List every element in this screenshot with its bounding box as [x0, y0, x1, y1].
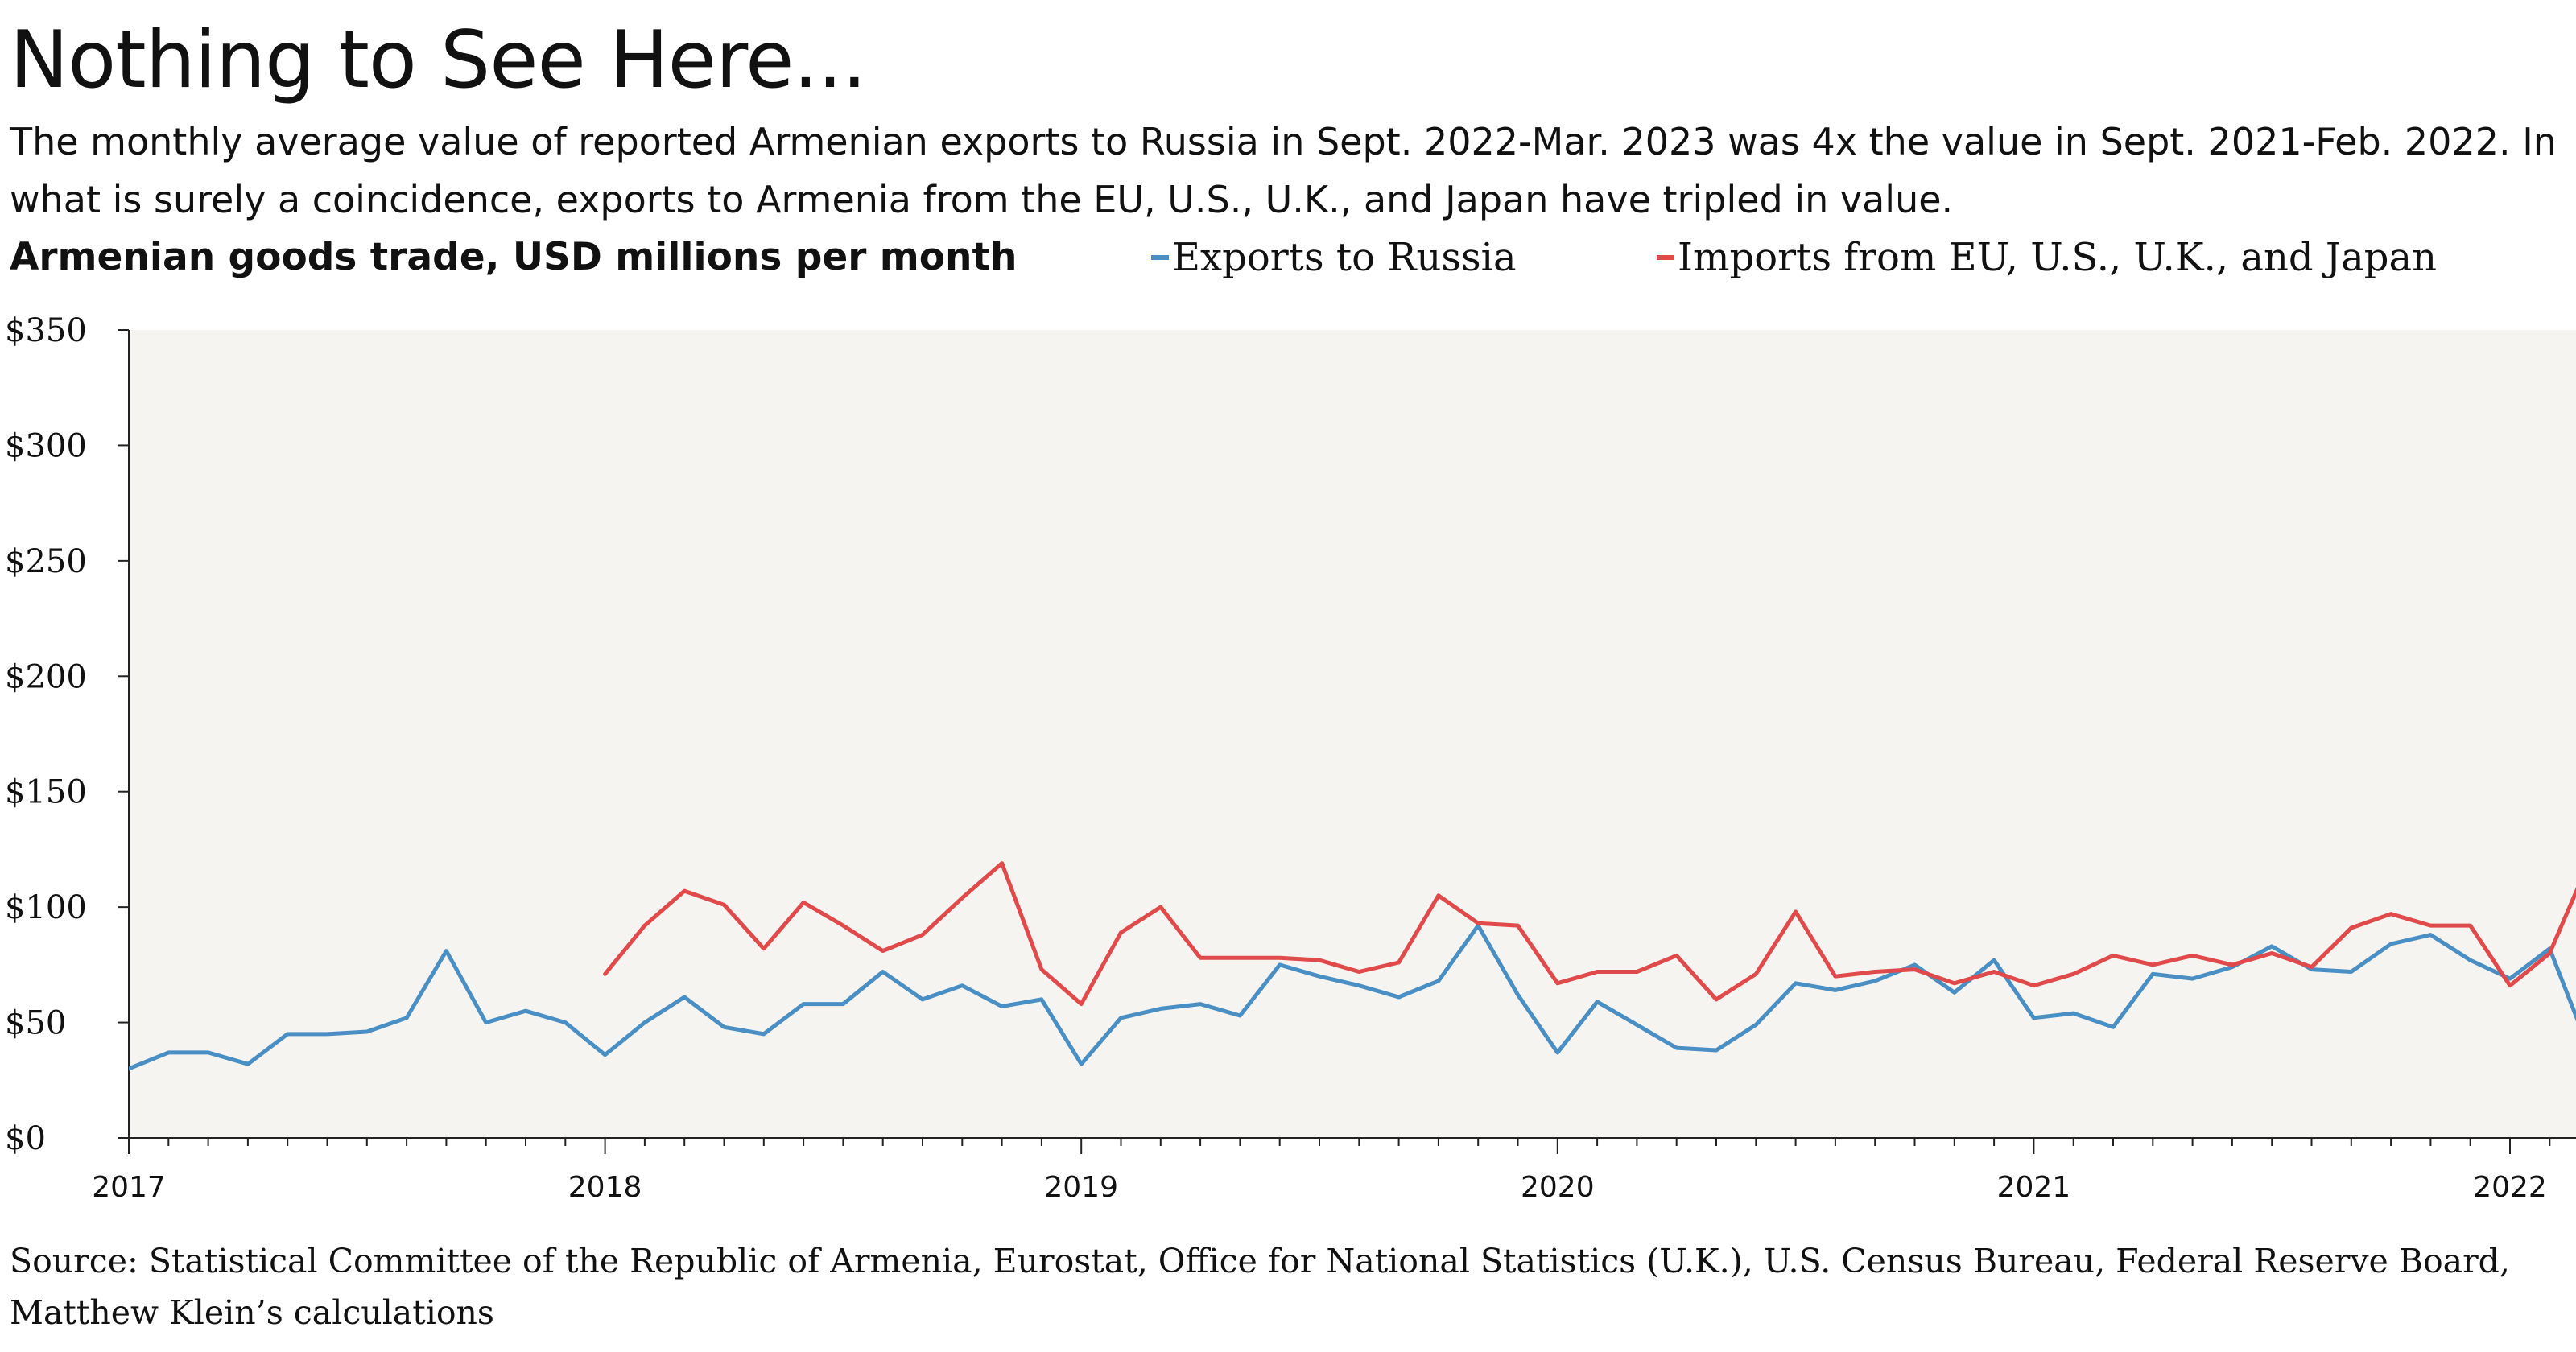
x-tick-label: 2022	[2473, 1171, 2547, 1204]
plot-area	[129, 330, 2576, 1138]
x-tick-label: 2019	[1044, 1171, 1118, 1204]
y-tick-label: $200	[5, 658, 87, 695]
x-axis: 2017201820192020202120222023	[92, 1137, 2576, 1204]
legend-item-exports-russia: Exports to Russia	[1151, 235, 1517, 280]
legend-label-exports-russia: Exports to Russia	[1172, 235, 1517, 280]
series-group	[129, 861, 2576, 1071]
page-title: Nothing to See Here...	[10, 14, 867, 106]
y-tick-label: $0	[5, 1120, 46, 1157]
legend-item-imports: Imports from EU, U.S., U.K., and Japan	[1657, 235, 2437, 280]
source-note: Source: Statistical Committee of the Rep…	[10, 1242, 2510, 1332]
legend-swatch-exports-russia	[1151, 255, 1169, 260]
legend-swatch-imports	[1657, 255, 1674, 260]
chart-title: Armenian goods trade, USD millions per m…	[10, 235, 1018, 279]
y-axis: $0 $50 $100 $150 $200 $250 $300 $350	[5, 312, 130, 1157]
x-tick-label: 2020	[1521, 1171, 1595, 1204]
x-tick-label: 2021	[1997, 1171, 2071, 1204]
x-tick-label: 2017	[92, 1171, 166, 1204]
y-tick-label: $300	[5, 427, 87, 464]
y-tick-label: $50	[5, 1005, 66, 1042]
page-subtitle: The monthly average value of reported Ar…	[10, 120, 2557, 221]
x-tick-label: 2018	[568, 1171, 642, 1204]
series-line-exports-russia	[129, 923, 2576, 1071]
y-tick-label: $150	[5, 774, 87, 811]
legend-label-imports: Imports from EU, U.S., U.K., and Japan	[1678, 235, 2438, 280]
y-tick-label: $250	[5, 543, 87, 580]
y-tick-label: $100	[5, 889, 87, 926]
series-line-imports	[603, 861, 2576, 1007]
y-tick-label: $350	[5, 312, 87, 349]
